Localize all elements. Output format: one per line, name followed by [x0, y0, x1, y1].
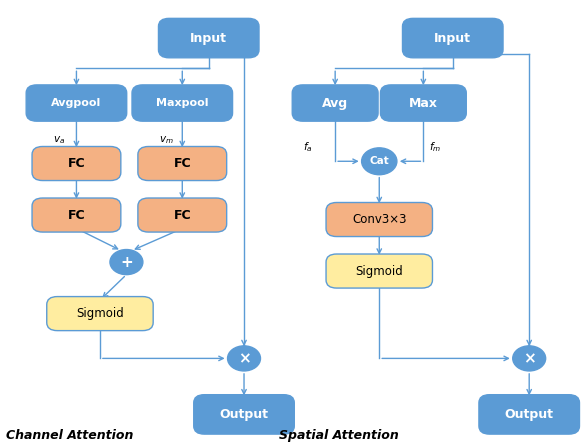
Text: Sigmoid: Sigmoid: [76, 307, 124, 320]
Text: FC: FC: [173, 208, 191, 222]
Text: Avg: Avg: [322, 96, 348, 110]
Circle shape: [362, 148, 397, 175]
Text: Spatial Attention: Spatial Attention: [279, 429, 399, 442]
Text: $f_a$: $f_a$: [303, 140, 312, 154]
Text: Input: Input: [191, 31, 227, 45]
Text: FC: FC: [173, 157, 191, 170]
Text: FC: FC: [68, 157, 85, 170]
FancyBboxPatch shape: [47, 297, 153, 331]
Text: Cat: Cat: [369, 156, 389, 166]
Text: Sigmoid: Sigmoid: [355, 264, 403, 278]
Circle shape: [513, 346, 546, 371]
Text: FC: FC: [68, 208, 85, 222]
Circle shape: [228, 346, 260, 371]
Text: Conv3×3: Conv3×3: [352, 213, 406, 226]
FancyBboxPatch shape: [479, 395, 580, 434]
Text: Output: Output: [505, 408, 554, 421]
Text: +: +: [120, 254, 133, 270]
Text: Max: Max: [409, 96, 438, 110]
FancyBboxPatch shape: [402, 18, 503, 58]
FancyBboxPatch shape: [158, 18, 259, 58]
FancyBboxPatch shape: [292, 85, 378, 121]
FancyBboxPatch shape: [138, 146, 227, 181]
FancyBboxPatch shape: [26, 85, 127, 121]
Text: Avgpool: Avgpool: [51, 98, 102, 108]
FancyBboxPatch shape: [326, 254, 433, 288]
Text: Input: Input: [435, 31, 471, 45]
Text: $v_a$: $v_a$: [53, 134, 65, 146]
FancyBboxPatch shape: [193, 395, 294, 434]
FancyBboxPatch shape: [380, 85, 466, 121]
FancyBboxPatch shape: [32, 198, 121, 232]
Text: $f_m$: $f_m$: [429, 140, 442, 154]
Text: ×: ×: [523, 351, 536, 366]
Text: Channel Attention: Channel Attention: [6, 429, 133, 442]
Text: Maxpool: Maxpool: [156, 98, 209, 108]
Text: ×: ×: [238, 351, 250, 366]
Text: $v_m$: $v_m$: [159, 134, 173, 146]
Circle shape: [110, 250, 143, 275]
Text: Output: Output: [219, 408, 269, 421]
FancyBboxPatch shape: [326, 202, 433, 237]
FancyBboxPatch shape: [138, 198, 227, 232]
FancyBboxPatch shape: [32, 146, 121, 181]
FancyBboxPatch shape: [132, 85, 232, 121]
